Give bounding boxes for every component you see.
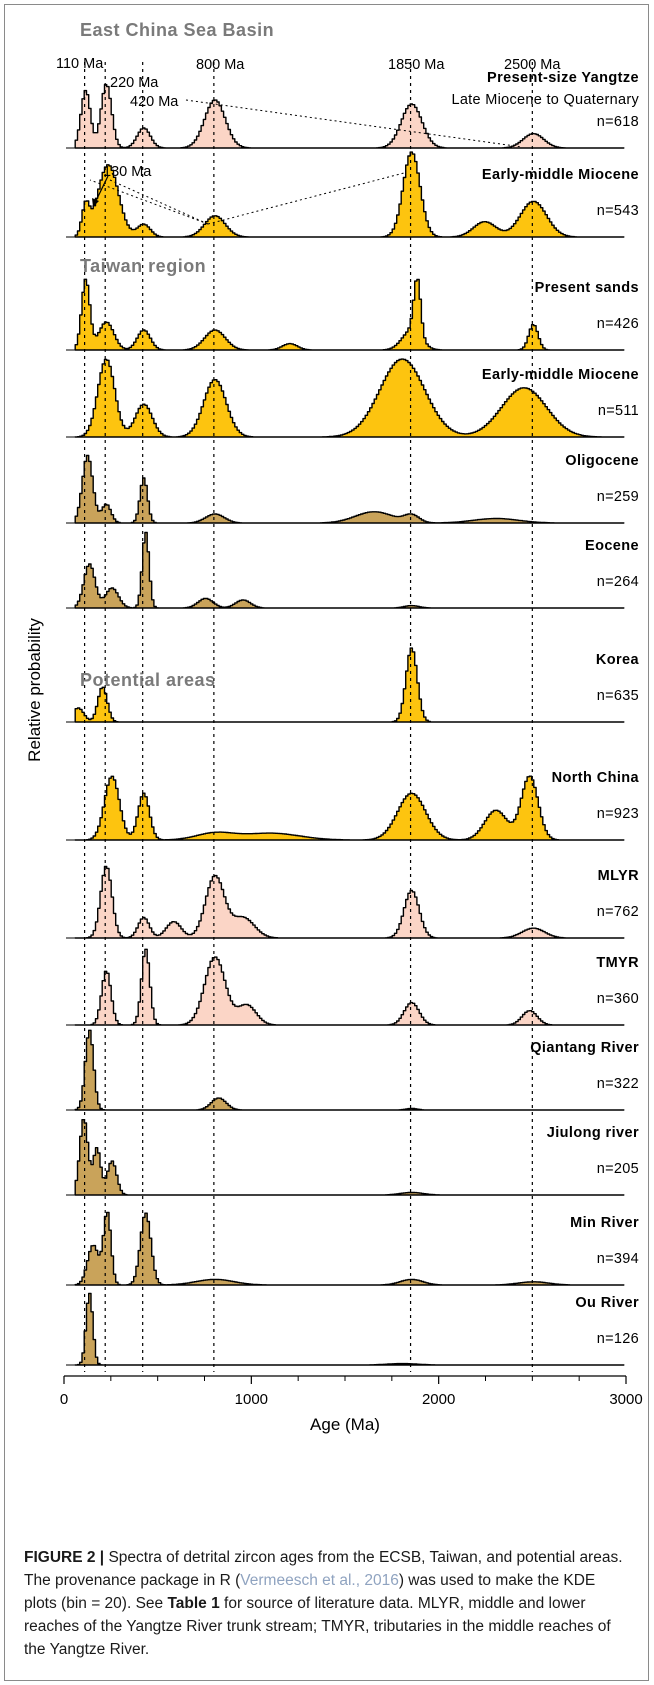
peak-annotation-3: 420 Ma (130, 94, 179, 110)
panel-n-14: n=126 (597, 1331, 639, 1347)
annotation-arrowhead (92, 198, 99, 207)
x-tick-label-2000: 2000 (422, 1391, 455, 1408)
caption-reference-link[interactable]: Vermeesch et al., 2016 (240, 1572, 399, 1589)
panel-n-10: n=360 (597, 991, 639, 1007)
panel-label-4: Early-middle Miocene (482, 367, 639, 383)
x-tick-label-3000: 3000 (609, 1391, 642, 1408)
x-tick-label-0: 0 (60, 1391, 68, 1408)
panel-label-11: Qiantang River (530, 1040, 639, 1056)
peak-annotation-5: 1850 Ma (388, 57, 445, 73)
panel-n-5: n=259 (597, 489, 639, 505)
panel-label-9: MLYR (598, 868, 639, 884)
panel-n-6: n=264 (597, 574, 639, 590)
peak-annotation-6: 2500 Ma (504, 57, 561, 73)
caption-text-2: ) was used to make the KDE plots (bin = … (24, 1572, 596, 1612)
peak-annotation-2: 220 Ma (110, 75, 159, 91)
kde-curve-14 (74, 1292, 625, 1366)
caption-text-3: for source of literature data. MLYR, mid… (24, 1595, 611, 1658)
kde-chart: Present-size Yangtze Late Miocene to Quat… (25, 20, 643, 1434)
panel-n-3: n=426 (597, 316, 639, 332)
y-axis-label: Relative probability (25, 618, 44, 762)
panel-n-13: n=394 (597, 1251, 639, 1267)
panel-n-4: n=511 (598, 403, 639, 419)
caption-figure-label: FIGURE 2 | (24, 1549, 105, 1566)
panel-n-2: n=543 (597, 203, 639, 219)
panel-n-1: n=618 (597, 114, 639, 130)
correlation-line-4 (89, 179, 209, 225)
panel-label-2: Early-middle Miocene (482, 167, 639, 183)
kde-curve-13 (74, 1211, 625, 1286)
section-title-pa: Potential areas (80, 670, 216, 690)
kde-curve-12 (74, 1119, 625, 1196)
kde-curve-6 (74, 531, 625, 609)
panel-label-3: Present sands (535, 280, 639, 296)
peak-annotation-1: 110 Ma (56, 56, 104, 72)
panel-label-8: North China (552, 770, 640, 786)
panel-label-13: Min River (570, 1215, 639, 1231)
panel-label-6: Eocene (585, 538, 639, 554)
panel-label-10: TMYR (596, 955, 639, 971)
x-tick-label-1000: 1000 (235, 1391, 268, 1408)
panel-n-7: n=635 (597, 688, 639, 704)
panel-label-1: Present-size Yangtze (487, 70, 639, 86)
kde-curve-4 (74, 358, 625, 438)
correlation-line-1 (185, 99, 523, 148)
panel-n-11: n=322 (597, 1076, 639, 1092)
panel-n-8: n=923 (597, 806, 639, 822)
figure-caption: FIGURE 2 | Spectra of detrital zircon ag… (24, 1546, 624, 1661)
panel-label-5: Oligocene (565, 453, 639, 469)
peak-annotation-4: 800 Ma (196, 57, 245, 73)
kde-curve-10 (74, 948, 625, 1026)
panel-label-14: Ou River (575, 1295, 639, 1311)
panel-label-12: Jiulong river (547, 1125, 639, 1141)
caption-text-1: Spectra of detrital zircon ages from the… (24, 1549, 623, 1589)
peak-annotation-7: 130 Ma (103, 164, 152, 180)
panel-sublabel-1: Late Miocene to Quaternary (451, 92, 639, 108)
kde-curve-5 (74, 454, 625, 524)
section-title-ecs: East China Sea Basin (80, 20, 274, 40)
caption-table-ref: Table 1 (167, 1595, 220, 1612)
kde-curve-2 (74, 151, 625, 238)
panel-n-12: n=205 (597, 1161, 639, 1177)
section-title-tw: Taiwan region (80, 256, 206, 276)
panel-label-7: Korea (596, 652, 640, 668)
figure-frame (4, 4, 649, 1681)
panel-n-9: n=762 (597, 904, 639, 920)
correlation-line-3 (207, 172, 405, 225)
kde-curve-8 (74, 775, 625, 841)
kde-curve-9 (74, 865, 625, 939)
x-axis-label: Age (Ma) (310, 1415, 380, 1434)
